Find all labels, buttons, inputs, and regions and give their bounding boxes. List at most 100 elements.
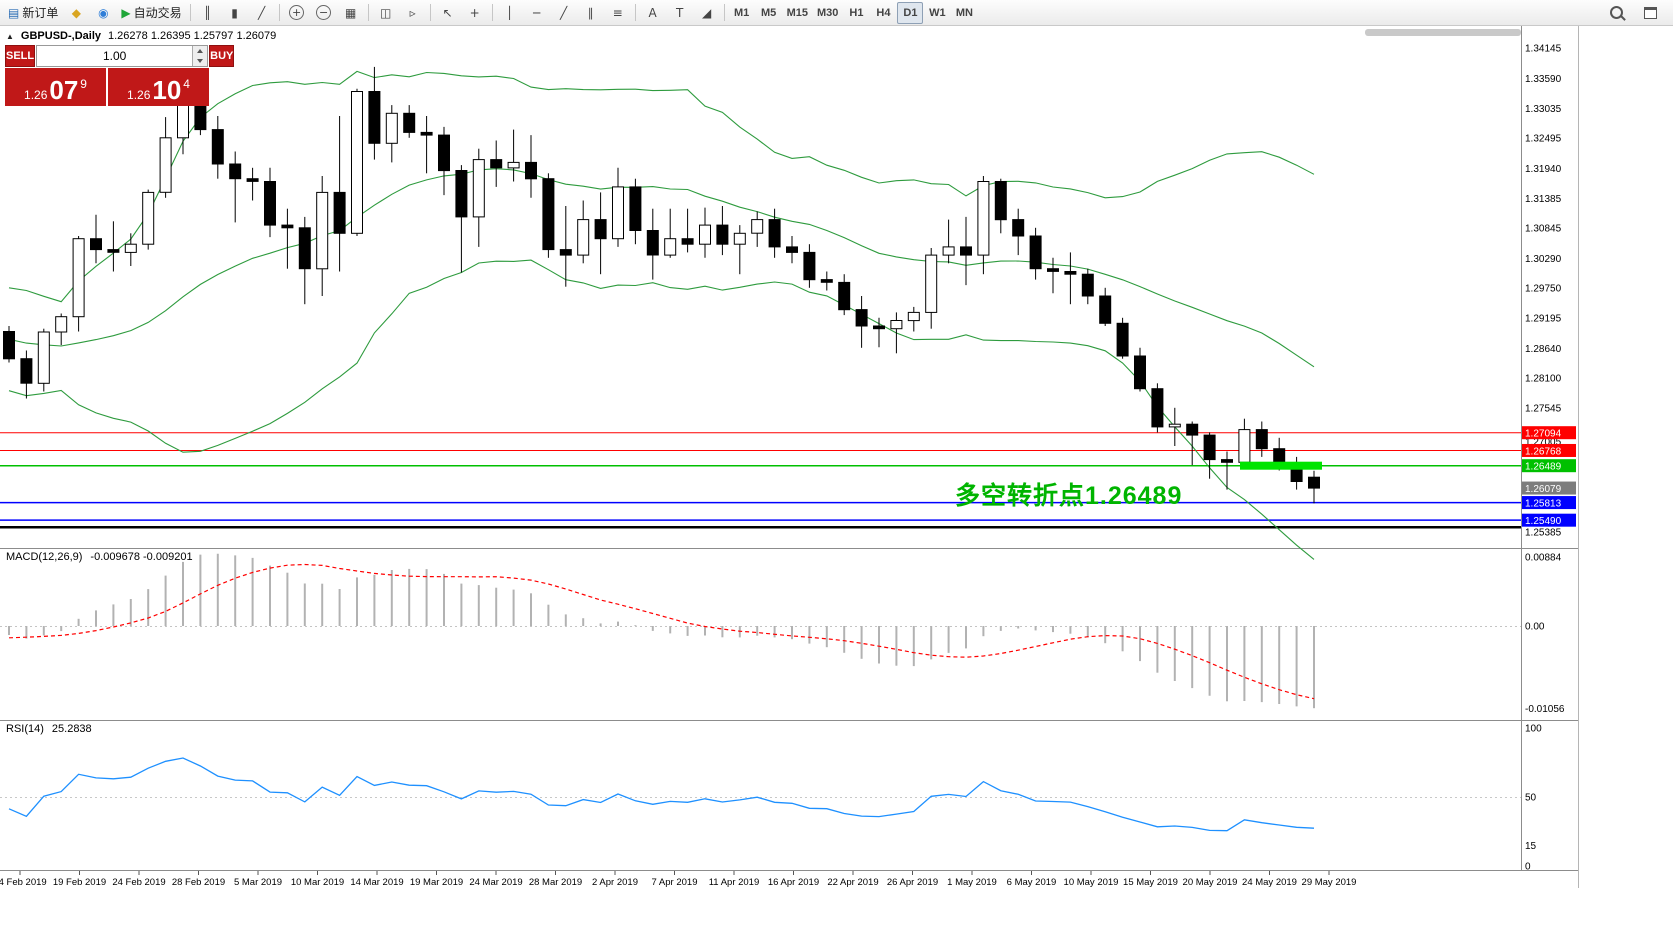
candle-body <box>20 358 33 384</box>
window-icon <box>1643 6 1657 19</box>
timeframe-mn[interactable]: MN <box>955 6 973 19</box>
candle-body <box>3 331 15 360</box>
date-axis-label[interactable]: 22 Apr 2019 <box>827 877 878 888</box>
autotrading-play-icon: ▶ <box>121 5 131 20</box>
date-axis-label[interactable]: 24 Feb 2019 <box>112 877 165 888</box>
label-button[interactable]: T <box>667 2 693 24</box>
volume-up-button[interactable] <box>193 46 208 56</box>
volume-input[interactable] <box>37 46 193 66</box>
buy-button[interactable]: BUY <box>209 45 235 67</box>
date-axis-label[interactable]: 24 May 2019 <box>1242 877 1297 888</box>
zoom-in-button[interactable]: + <box>284 2 310 24</box>
window-list-button[interactable] <box>1637 2 1663 24</box>
date-axis-label[interactable]: 10 Mar 2019 <box>291 877 344 888</box>
price-line-label-text: 1.25813 <box>1525 498 1562 509</box>
shapes-button[interactable]: ◢ <box>694 2 720 24</box>
horizontal-line-button[interactable]: ─ <box>524 2 550 24</box>
zoom-out-button[interactable]: − <box>311 2 337 24</box>
date-axis-label[interactable]: 28 Mar 2019 <box>529 877 582 888</box>
support-highlight-segment[interactable] <box>1240 461 1322 470</box>
cursor-button[interactable]: ↖ <box>435 2 461 24</box>
sell-price-small: 1.26 <box>24 88 48 102</box>
date-axis-label[interactable]: 26 Apr 2019 <box>887 877 938 888</box>
date-axis-label[interactable]: 2 Apr 2019 <box>592 877 638 888</box>
date-axis-label[interactable]: 29 May 2019 <box>1302 877 1357 888</box>
timeframe-m1[interactable]: M1 <box>733 6 750 19</box>
candle-body <box>1238 429 1251 463</box>
timeframe-w1[interactable]: W1 <box>929 6 946 19</box>
buy-price-small: 1.26 <box>127 88 151 102</box>
candle-body <box>1151 388 1164 428</box>
timeframe-h1[interactable]: H1 <box>849 6 864 19</box>
date-axis-label[interactable]: 11 Apr 2019 <box>709 877 760 888</box>
macd-panel-label: MACD(12,26,9) -0.009678 -0.009201 <box>6 551 193 563</box>
toolbar-left-group: ▤ 新订单 ◆ ◉ ▶ 自动交易 ║ ▮ ╱ + − ▦ ◫ ▹ ↖ + │ ─ ╱ ∥ ≡ A T ◢ M1 M5 M15 M30 H… <box>4 1 977 24</box>
new-order-button[interactable]: ▤ 新订单 <box>4 2 62 24</box>
bar-chart-button[interactable]: ║ <box>195 2 221 24</box>
date-axis-label[interactable]: 14 Mar 2019 <box>350 877 403 888</box>
date-axis-label[interactable]: 7 Apr 2019 <box>652 877 698 888</box>
macd-title: MACD(12,26,9) <box>6 551 83 563</box>
timeframe-h4[interactable]: H4 <box>876 6 891 19</box>
timeframe-m5[interactable]: M5 <box>760 6 777 19</box>
sell-price-big: 07 <box>49 75 79 105</box>
price-line-label-text: 1.27094 <box>1525 428 1562 439</box>
sell-price-display[interactable]: 1.26 07 9 <box>5 68 106 106</box>
timeframe-m30[interactable]: M30 <box>817 6 839 19</box>
mql5-button[interactable]: ◆ <box>63 2 89 24</box>
price-line-label[interactable] <box>1522 459 1576 473</box>
date-axis-label[interactable]: 19 Feb 2019 <box>53 877 106 888</box>
collapse-panel-icon[interactable]: ▲ <box>6 31 14 41</box>
buy-price-display[interactable]: 1.26 10 4 <box>108 68 209 106</box>
timeframe-d1[interactable]: D1 <box>897 1 924 24</box>
line-chart-button[interactable]: ╱ <box>249 2 275 24</box>
chart-symbol-period: GBPUSD-,Daily <box>20 30 101 42</box>
rsi-axis-label: 0 <box>1525 862 1531 873</box>
chart-window: 1.34145 1.33590 1.33035 1.32495 1.31940 1.313… <box>0 26 1579 888</box>
community-button[interactable]: ◉ <box>90 2 116 24</box>
text-button[interactable]: A <box>640 2 666 24</box>
candle-body <box>525 161 537 180</box>
sell-button[interactable]: SELL <box>5 45 36 67</box>
date-axis-label[interactable]: 1 May 2019 <box>947 877 997 888</box>
timeframe-m15[interactable]: M15 <box>786 6 809 19</box>
price-line-label[interactable] <box>1522 513 1576 527</box>
tile-windows-button[interactable]: ▦ <box>338 2 364 24</box>
candle-body <box>559 249 572 256</box>
chart-canvas[interactable]: 1.34145 1.33590 1.33035 1.32495 1.31940 1.313… <box>0 26 1578 888</box>
price-line-label[interactable] <box>1522 426 1576 440</box>
price-line-label[interactable] <box>1522 496 1576 510</box>
date-axis-label[interactable]: 6 May 2019 <box>1007 877 1057 888</box>
date-axis-label[interactable]: 24 Mar 2019 <box>469 877 522 888</box>
spin-down-icon <box>197 59 204 63</box>
date-axis-label[interactable]: 15 May 2019 <box>1123 877 1178 888</box>
symbol-search-button[interactable] <box>1603 2 1629 24</box>
zoom-out-icon: − <box>316 5 332 20</box>
volume-down-button[interactable] <box>193 56 208 66</box>
autotrading-button[interactable]: ▶ 自动交易 <box>117 2 185 24</box>
trade-annotation[interactable]: 多空转折点1.26489 <box>955 482 1183 510</box>
date-axis-label[interactable]: 5 Mar 2019 <box>234 877 282 888</box>
candle-body <box>1081 273 1094 297</box>
vertical-line-button[interactable]: │ <box>497 2 523 24</box>
date-axis-label[interactable]: 16 Apr 2019 <box>768 877 819 888</box>
trendline-button[interactable]: ╱ <box>551 2 577 24</box>
date-axis-label[interactable]: 14 Feb 2019 <box>0 877 47 888</box>
date-axis-label[interactable]: 19 Mar 2019 <box>410 877 463 888</box>
price-line-label[interactable] <box>1522 443 1576 457</box>
chart-hscrollbar-thumb[interactable] <box>1365 29 1521 36</box>
arrange-windows-button[interactable]: ◫ <box>373 2 399 24</box>
fibonacci-button[interactable]: ≡ <box>605 2 631 24</box>
date-axis-label[interactable]: 10 May 2019 <box>1064 877 1119 888</box>
candle-body <box>1064 271 1077 275</box>
candle-body <box>699 224 711 245</box>
price-line-label[interactable] <box>1522 481 1576 495</box>
candle-body <box>1186 423 1199 436</box>
crosshair-button[interactable]: + <box>462 2 488 24</box>
candlestick-chart-button[interactable]: ▮ <box>222 2 248 24</box>
chart-shift-button[interactable]: ▹ <box>400 2 426 24</box>
channel-button[interactable]: ∥ <box>578 2 604 24</box>
date-axis-label[interactable]: 20 May 2019 <box>1183 877 1238 888</box>
candle-body <box>403 112 416 133</box>
date-axis-label[interactable]: 28 Feb 2019 <box>172 877 225 888</box>
